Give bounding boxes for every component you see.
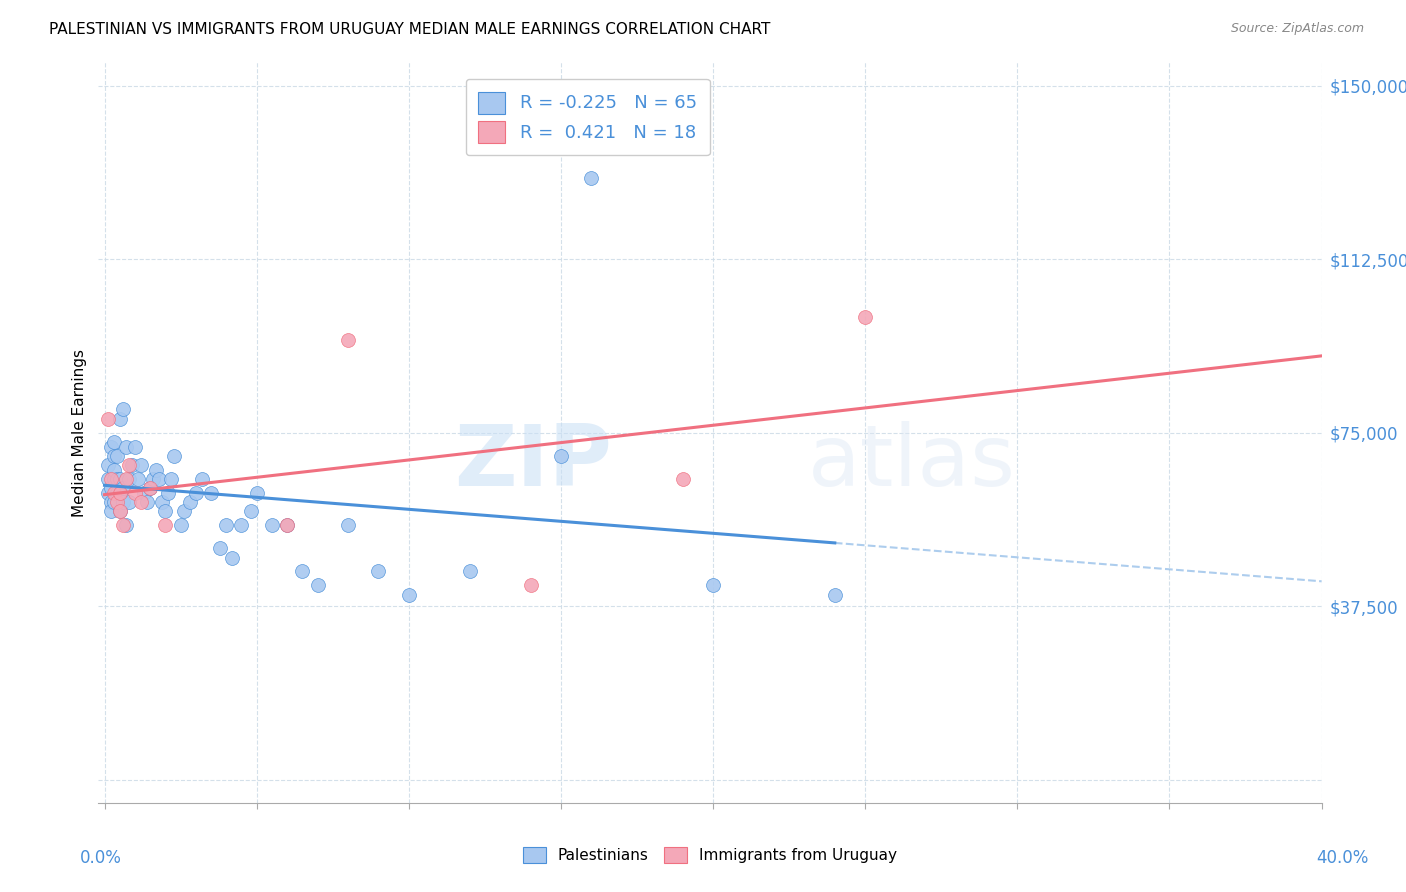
Text: 40.0%: 40.0%	[1316, 849, 1369, 867]
Point	[103, 485, 125, 500]
Point	[221, 550, 243, 565]
Point	[276, 518, 298, 533]
Point	[155, 518, 177, 533]
Point	[121, 458, 143, 472]
Point	[702, 578, 724, 592]
Point	[148, 472, 170, 486]
Point	[179, 495, 201, 509]
Point	[108, 485, 131, 500]
Point	[127, 472, 149, 486]
Point	[519, 578, 541, 592]
Point	[155, 504, 177, 518]
Point	[105, 472, 128, 486]
Point	[260, 518, 283, 533]
Point	[824, 588, 846, 602]
Point	[103, 462, 125, 476]
Point	[142, 472, 165, 486]
Point	[108, 485, 131, 500]
Point	[367, 565, 389, 579]
Point	[118, 458, 141, 472]
Point	[132, 485, 155, 500]
Point	[114, 472, 136, 486]
Point	[114, 440, 136, 454]
Point	[184, 485, 207, 500]
Point	[169, 518, 191, 533]
Text: 0.0%: 0.0%	[80, 849, 122, 867]
Point	[853, 310, 876, 324]
Point	[246, 485, 269, 500]
Point	[96, 485, 118, 500]
Point	[157, 485, 180, 500]
Point	[108, 504, 131, 518]
Point	[139, 481, 162, 495]
Point	[150, 495, 173, 509]
Point	[124, 485, 146, 500]
Y-axis label: Median Male Earnings: Median Male Earnings	[72, 349, 87, 516]
Point	[163, 449, 186, 463]
Point	[100, 440, 122, 454]
Text: ZIP: ZIP	[454, 421, 612, 504]
Point	[145, 462, 167, 476]
Point	[108, 472, 131, 486]
Point	[111, 402, 134, 417]
Point	[96, 458, 118, 472]
Point	[100, 495, 122, 509]
Point	[108, 411, 131, 425]
Point	[129, 458, 152, 472]
Point	[307, 578, 329, 592]
Point	[103, 472, 125, 486]
Legend: Palestinians, Immigrants from Uruguay: Palestinians, Immigrants from Uruguay	[516, 841, 904, 869]
Point	[191, 472, 214, 486]
Text: PALESTINIAN VS IMMIGRANTS FROM URUGUAY MEDIAN MALE EARNINGS CORRELATION CHART: PALESTINIAN VS IMMIGRANTS FROM URUGUAY M…	[49, 22, 770, 37]
Text: atlas: atlas	[808, 421, 1017, 504]
Point	[96, 411, 118, 425]
Point	[160, 472, 183, 486]
Point	[114, 518, 136, 533]
Point	[200, 485, 222, 500]
Point	[398, 588, 420, 602]
Point	[103, 495, 125, 509]
Point	[105, 449, 128, 463]
Point	[129, 495, 152, 509]
Point	[136, 495, 159, 509]
Point	[103, 449, 125, 463]
Point	[111, 518, 134, 533]
Point	[336, 333, 359, 347]
Point	[276, 518, 298, 533]
Point	[173, 504, 195, 518]
Point	[103, 434, 125, 449]
Point	[118, 472, 141, 486]
Point	[231, 518, 253, 533]
Point	[100, 481, 122, 495]
Point	[581, 171, 603, 186]
Point	[105, 495, 128, 509]
Point	[111, 481, 134, 495]
Point	[209, 541, 232, 556]
Point	[291, 565, 314, 579]
Point	[96, 472, 118, 486]
Point	[215, 518, 238, 533]
Text: Source: ZipAtlas.com: Source: ZipAtlas.com	[1230, 22, 1364, 36]
Point	[239, 504, 262, 518]
Point	[672, 472, 695, 486]
Point	[111, 495, 134, 509]
Point	[458, 565, 481, 579]
Point	[108, 504, 131, 518]
Point	[124, 440, 146, 454]
Point	[550, 449, 572, 463]
Point	[118, 495, 141, 509]
Point	[105, 485, 128, 500]
Point	[336, 518, 359, 533]
Point	[139, 481, 162, 495]
Point	[100, 504, 122, 518]
Point	[100, 472, 122, 486]
